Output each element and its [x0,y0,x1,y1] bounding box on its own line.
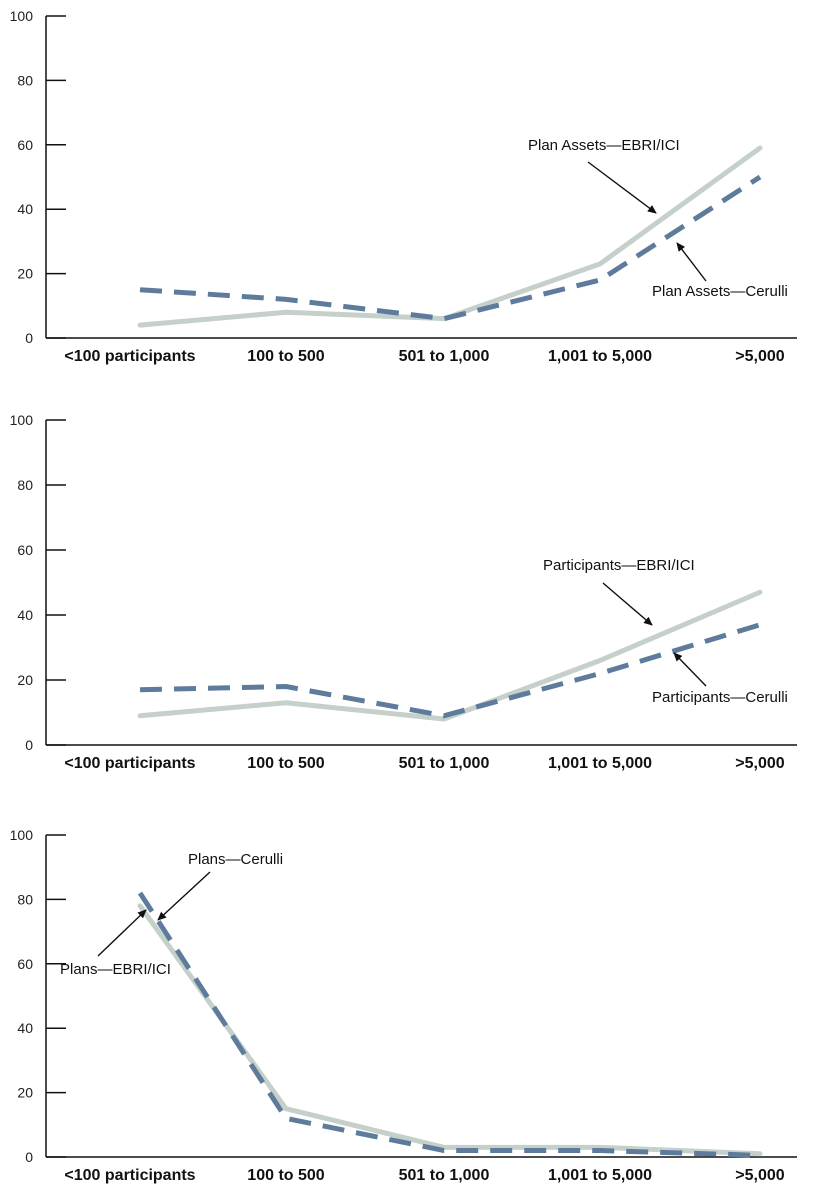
y-tick-label: 60 [17,137,33,153]
y-tick-label: 40 [17,607,33,623]
x-tick-label: >5,000 [735,755,784,772]
series-lines [137,891,763,1158]
series-line-ebri-ici [137,589,763,722]
annotation-arrow-cerulli [676,242,707,282]
series-line-cerulli [137,891,761,1158]
axes: 0 20 40 60 80 100 <100 participants 100 to 500 5… [10,827,797,1184]
x-tick-label: 501 to 1,000 [399,1167,490,1184]
annotation-arrows [97,871,211,957]
annotation-cerulli: Participants—Cerulli [652,689,788,706]
y-tick-label: 100 [10,412,34,428]
x-tick-label: 100 to 500 [247,755,324,772]
annotation-ebri-ici: Participants—EBRI/ICI [543,557,695,574]
annotations: Plans—Cerulli Plans—EBRI/ICI [60,851,283,978]
annotation-cerulli: Plan Assets—Cerulli [652,283,788,300]
panel-plans: 0 20 40 60 80 100 <100 participants 100 to 500 5… [10,827,797,1184]
annotation-cerulli: Plans—Cerulli [188,851,283,868]
x-tick-label: >5,000 [735,1167,784,1184]
y-tick-label: 60 [17,956,33,972]
series-line-ebri-ici [137,145,763,328]
annotation-arrow-ebri-ici [97,909,147,957]
y-tick-label: 80 [17,72,33,88]
x-tick-label: >5,000 [735,348,784,365]
x-tick-label: 1,001 to 5,000 [548,755,652,772]
y-tick-label: 60 [17,542,33,558]
series-lines [137,589,763,722]
y-tick-label: 80 [17,477,33,493]
y-tick-label: 40 [17,201,33,217]
annotation-arrow-ebri-ici [587,161,657,214]
series-line-cerulli [139,174,762,322]
annotations: Participants—EBRI/ICI Participants—Cerul… [543,557,788,706]
axes: 0 20 40 60 80 100 <100 participants 100 to 500 5… [10,8,797,365]
x-tick-label: <100 participants [64,755,195,772]
y-tick-label: 0 [25,1149,33,1165]
y-tick-label: 0 [25,330,33,346]
annotations: Plan Assets—EBRI/ICI Plan Assets—Cerulli [528,137,788,300]
y-tick-label: 20 [17,672,33,688]
y-tick-label: 0 [25,737,33,753]
x-tick-label: <100 participants [64,1167,195,1184]
annotation-arrow-cerulli [673,652,707,687]
series-line-ebri-ici [137,903,763,1157]
panel-plan-assets: 0 20 40 60 80 100 <100 participants 100 to 500 5… [10,8,797,365]
series-line-cerulli [139,622,761,719]
annotation-arrow-ebri-ici [602,582,653,626]
annotation-arrows [587,161,707,282]
annotation-ebri-ici: Plans—EBRI/ICI [60,961,171,978]
x-tick-label: 100 to 500 [247,348,324,365]
x-tick-label: <100 participants [64,348,195,365]
x-tick-label: 1,001 to 5,000 [548,348,652,365]
y-tick-label: 40 [17,1020,33,1036]
x-tick-label: 1,001 to 5,000 [548,1167,652,1184]
series-lines [137,145,763,328]
y-tick-label: 100 [10,827,34,843]
y-tick-label: 80 [17,891,33,907]
panel-participants: 0 20 40 60 80 100 <100 participants 100 to 500 5… [10,412,797,772]
y-tick-label: 100 [10,8,34,24]
x-tick-label: 501 to 1,000 [399,348,490,365]
x-tick-label: 100 to 500 [247,1167,324,1184]
annotation-ebri-ici: Plan Assets—EBRI/ICI [528,137,680,154]
annotation-arrows [602,582,707,687]
x-tick-label: 501 to 1,000 [399,755,490,772]
axes: 0 20 40 60 80 100 <100 participants 100 to 500 5… [10,412,797,772]
annotation-arrow-cerulli [157,871,211,921]
y-tick-label: 20 [17,1085,33,1101]
y-tick-label: 20 [17,266,33,282]
